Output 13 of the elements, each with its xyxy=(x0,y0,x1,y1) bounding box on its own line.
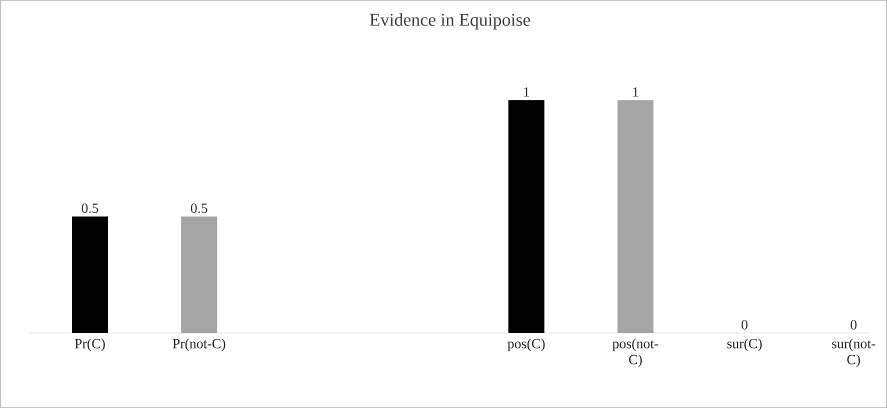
data-label: 0 xyxy=(850,320,857,330)
x-tick-label: pos(C) xyxy=(508,338,545,352)
x-tick-label: Pr(C) xyxy=(74,338,105,352)
data-label: 0 xyxy=(742,320,748,330)
data-label: 0.5 xyxy=(82,204,98,214)
x-tick-label: Pr(not-C) xyxy=(172,338,226,352)
data-label: 1 xyxy=(524,87,530,97)
x-tick-label: sur(not-C) xyxy=(832,338,876,368)
data-label: 1 xyxy=(633,87,638,97)
data-label: 0.5 xyxy=(190,204,208,214)
x-tick-label: pos(not-C) xyxy=(612,338,658,368)
x-tick-label: sur(C) xyxy=(727,338,762,352)
chart-title: Evidence in Equipoise xyxy=(370,13,530,30)
